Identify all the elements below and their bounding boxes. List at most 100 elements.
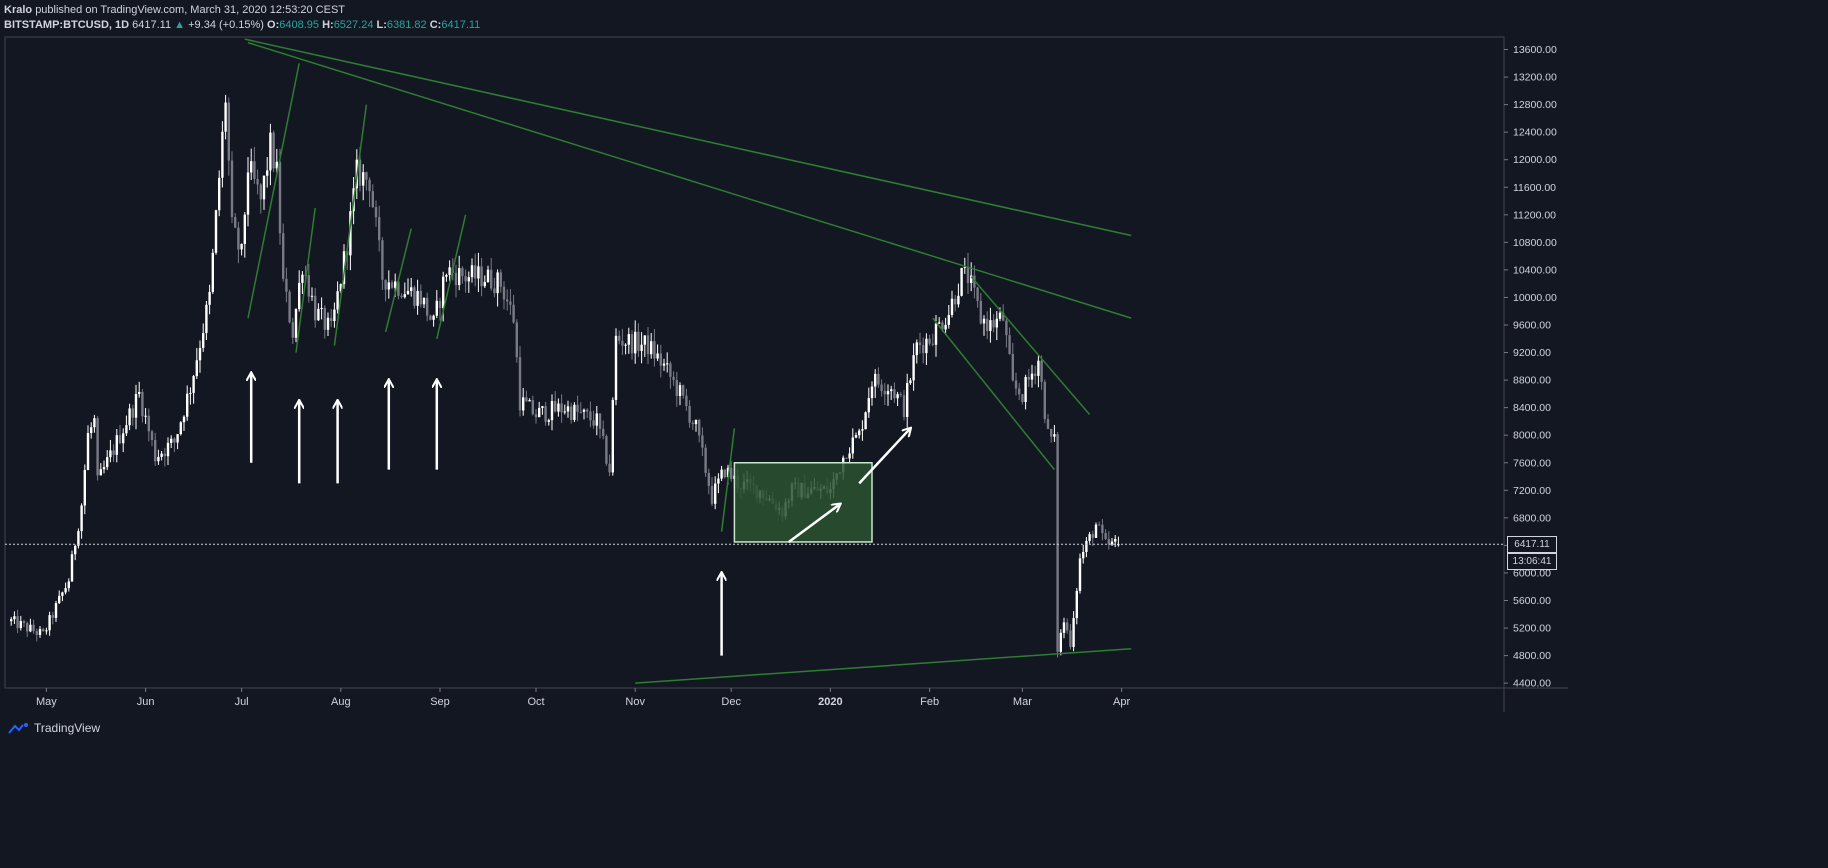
price-tick-label: 5600.00	[1513, 595, 1551, 607]
candle-body	[861, 429, 864, 431]
candle-body	[886, 391, 890, 395]
candle-body	[707, 472, 710, 486]
candle-body	[42, 628, 45, 631]
candle-body	[989, 320, 992, 331]
candle-body	[666, 363, 669, 365]
candle-body	[960, 268, 963, 296]
candle-body	[1030, 373, 1034, 380]
price-tick-label: 12400.00	[1513, 127, 1557, 139]
candle-body	[541, 406, 544, 408]
candle-body	[986, 318, 989, 331]
time-tick-label: Dec	[721, 696, 741, 708]
candle-body	[522, 397, 525, 411]
candle-body	[202, 333, 205, 348]
candle-body	[928, 338, 931, 344]
candle-body	[438, 300, 442, 309]
author-name[interactable]: Kralo	[4, 4, 33, 16]
candle-body	[234, 217, 237, 228]
candle-body	[112, 450, 115, 455]
candle-body	[1027, 377, 1030, 380]
candle-body	[678, 385, 682, 397]
candle-body	[403, 294, 406, 298]
candle-body	[547, 420, 550, 422]
candle-body	[474, 265, 477, 279]
candle-body	[301, 274, 304, 283]
trendline	[333, 104, 368, 346]
candle-body	[362, 172, 365, 186]
candle-body	[909, 380, 912, 384]
candle-body	[93, 418, 96, 428]
candle-body	[426, 297, 429, 316]
candle-body	[99, 469, 102, 476]
candle-body	[291, 322, 294, 338]
brand-label: TradingView	[34, 721, 101, 735]
candle-body	[256, 179, 259, 185]
candle-body	[314, 295, 317, 321]
price-tick-label: 7600.00	[1513, 457, 1551, 469]
candle-body	[1005, 320, 1008, 336]
candle-body	[502, 286, 506, 300]
candle-body	[374, 207, 378, 218]
candle-body	[579, 411, 582, 413]
low-value: 6381.82	[386, 19, 427, 31]
time-tick-label: Feb	[920, 696, 939, 708]
candle-body	[397, 281, 400, 296]
candle-body	[310, 295, 314, 297]
candle-body	[38, 628, 42, 635]
candle-body	[726, 467, 730, 478]
candle-body	[214, 210, 218, 253]
candle-body	[1062, 622, 1066, 633]
candle-body	[1110, 541, 1114, 545]
candle-body	[243, 214, 246, 244]
candle-body	[893, 389, 896, 399]
price-tick-label: 10000.00	[1513, 292, 1557, 304]
candle-body	[1088, 534, 1091, 541]
candle-body	[938, 322, 941, 324]
candle-body	[240, 243, 243, 250]
candle-body	[275, 161, 278, 169]
candle-body	[1094, 524, 1098, 538]
candle-body	[333, 309, 336, 322]
candle-body	[288, 291, 291, 323]
candle-body	[1043, 381, 1046, 420]
candle-body	[160, 453, 163, 457]
candle-body	[1114, 538, 1117, 542]
candle-body	[576, 404, 579, 412]
candle-body	[1040, 360, 1043, 382]
candle-body	[272, 132, 275, 169]
candle-body	[1011, 354, 1014, 381]
candle-body	[259, 184, 262, 200]
candle-body	[422, 297, 426, 305]
trendline	[244, 38, 1132, 237]
candle-body	[170, 438, 173, 443]
candle-body	[538, 407, 541, 418]
candle-body	[54, 603, 58, 618]
candle-body	[1104, 533, 1107, 539]
price-tick-label: 4400.00	[1513, 678, 1551, 690]
candle-body	[874, 373, 877, 387]
price-chart[interactable]: 13600.00 13200.00 12800.00 12400.00 12000.00…	[0, 0, 1568, 745]
candle-body	[1056, 434, 1059, 652]
candle-body	[10, 619, 13, 622]
candle-body	[653, 341, 656, 359]
drawings-layer	[244, 38, 1132, 684]
candle-body	[269, 132, 272, 171]
footer-brand[interactable]: TradingView	[8, 721, 100, 735]
candle-body	[531, 400, 534, 415]
price-axis[interactable]: 13600.00 13200.00 12800.00 12400.00 12000.00…	[1504, 44, 1557, 690]
candle-body	[349, 211, 352, 256]
candle-body	[410, 287, 413, 291]
candle-body	[445, 274, 448, 277]
candle-body	[458, 268, 461, 286]
candle-body	[131, 408, 134, 418]
trendline	[295, 207, 316, 353]
candle-body	[589, 411, 592, 421]
candle-body	[672, 376, 675, 380]
trendline	[970, 276, 1091, 416]
trendline	[436, 214, 467, 339]
time-axis[interactable]: May Jun Jul Aug Sep Oct Nov Dec 2020 Feb Mar Apr	[36, 688, 1130, 708]
candle-body	[877, 373, 880, 385]
candle-body	[477, 266, 480, 279]
candle-body	[486, 269, 490, 282]
candle-body	[688, 406, 691, 423]
